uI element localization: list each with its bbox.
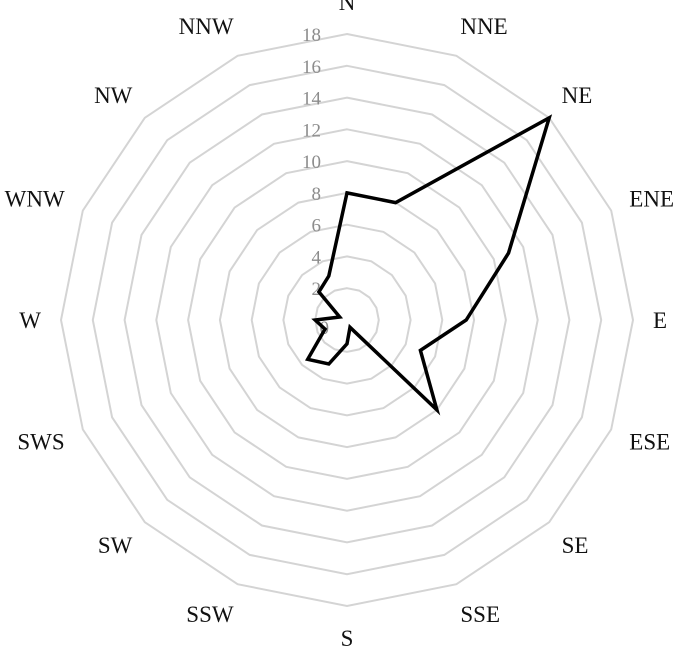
tick-label-2: 2: [312, 279, 322, 300]
grid-ring-16: [91, 64, 603, 576]
tick-label-6: 6: [312, 216, 322, 237]
grid-ring-8: [218, 191, 476, 449]
series-line-0: [305, 114, 553, 416]
category-label-nw: NW: [94, 83, 133, 108]
grid-ring-18: [59, 32, 635, 608]
tick-label-18: 18: [302, 25, 321, 46]
tick-label-14: 14: [302, 89, 322, 110]
category-label-sse: SSE: [460, 602, 500, 627]
category-label-wnw: WNW: [5, 186, 65, 211]
grid-ring-10: [187, 160, 507, 480]
tick-label-12: 12: [302, 120, 321, 141]
grid-ring-6: [250, 223, 444, 417]
category-label-nne: NNE: [460, 14, 507, 39]
category-label-sw: SW: [98, 533, 133, 558]
category-label-se: SE: [562, 533, 589, 558]
category-label-nnw: NNW: [179, 14, 234, 39]
grid-layer: [59, 32, 635, 608]
category-label-ene: ENE: [629, 186, 674, 211]
category-label-ne: NE: [562, 83, 593, 108]
category-label-ssw: SSW: [186, 602, 234, 627]
tick-label-10: 10: [302, 152, 321, 173]
category-label-sws: SWS: [17, 430, 64, 455]
category-label-ese: ESE: [629, 430, 670, 455]
grid-ring-14: [123, 96, 571, 544]
grid-ring-2: [314, 287, 380, 353]
category-label-s: S: [341, 626, 354, 648]
tick-label-16: 16: [302, 57, 321, 78]
grid-ring-12: [155, 128, 539, 512]
category-label-e: E: [653, 308, 667, 333]
category-label-n: N: [339, 0, 356, 15]
category-label-w: W: [19, 308, 41, 333]
series-layer: [305, 114, 553, 416]
grid-ring-4: [282, 255, 412, 385]
tick-label-8: 8: [312, 184, 322, 205]
tick-label-4: 4: [312, 247, 322, 268]
